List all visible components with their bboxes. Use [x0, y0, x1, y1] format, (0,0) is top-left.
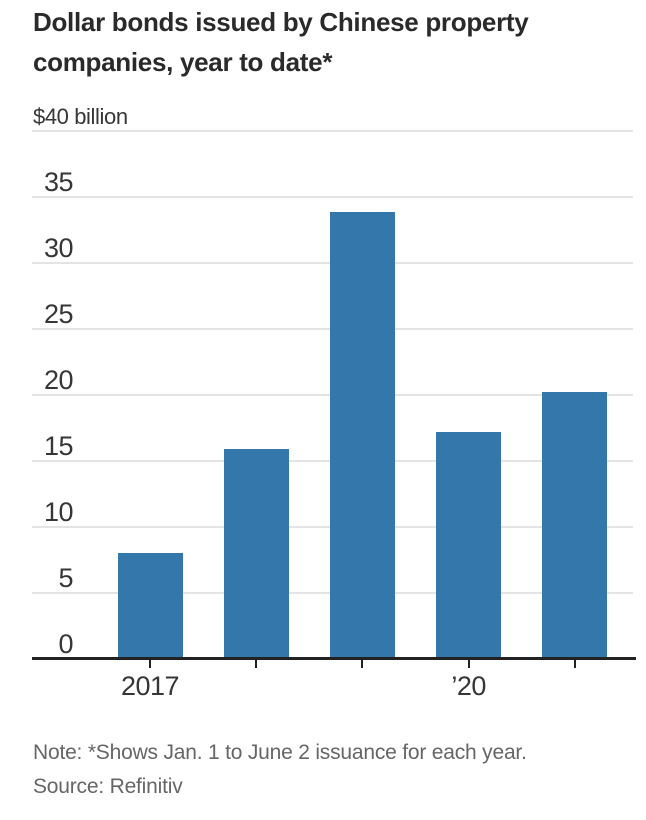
chart-note: Note: *Shows Jan. 1 to June 2 issuance f… — [33, 741, 527, 764]
x-axis-line — [32, 657, 636, 660]
bar-2018 — [223, 449, 289, 659]
x-axis-tick-label: 2017 — [120, 671, 180, 701]
x-axis-tick — [255, 660, 258, 668]
bar-2020 — [436, 431, 502, 659]
chart-title: Dollar bonds issued by Chinese property … — [33, 7, 529, 77]
gridline — [32, 196, 633, 198]
x-axis-tick — [467, 660, 470, 668]
y-axis-tick-label: 20 — [43, 365, 74, 395]
x-axis-tick — [361, 660, 364, 668]
y-axis-tick-label: 5 — [58, 563, 73, 593]
bar-2019 — [329, 211, 395, 659]
y-axis-tick-label: 25 — [43, 299, 74, 329]
chart-source: Source: Refinitiv — [33, 775, 183, 798]
y-axis-unit-label: $40 billion — [33, 104, 128, 129]
bar-2021 — [542, 392, 608, 659]
bar-2017 — [117, 553, 183, 659]
y-axis-tick-label: 35 — [43, 167, 74, 197]
y-axis-tick-label: 30 — [43, 233, 74, 263]
x-axis-tick — [149, 660, 151, 668]
gridline — [32, 130, 633, 132]
x-axis-tick-label: ’20 — [451, 671, 486, 701]
chart-footer: Note: *Shows Jan. 1 to June 2 issuance f… — [33, 736, 633, 804]
y-axis-tick-label: 15 — [43, 431, 74, 461]
y-axis-tick-label: 10 — [43, 497, 74, 527]
y-axis-tick-label: 0 — [58, 629, 73, 659]
x-axis-tick — [573, 660, 576, 668]
